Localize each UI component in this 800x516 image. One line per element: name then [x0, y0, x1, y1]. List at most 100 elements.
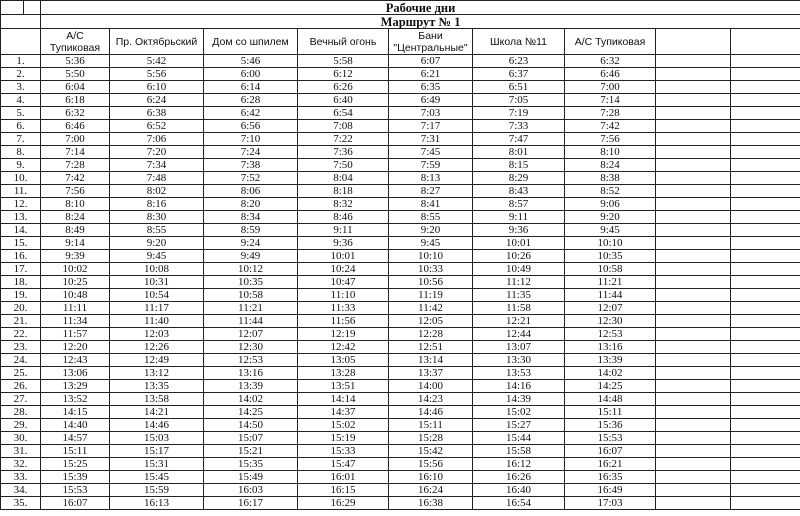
time-cell: 12:53	[564, 327, 656, 341]
time-cell: 9:20	[109, 236, 204, 250]
header-empty	[655, 28, 731, 55]
time-cell: 7:28	[40, 158, 110, 172]
time-cell: 13:35	[109, 379, 204, 393]
row-number: 12.	[0, 197, 41, 211]
time-cell: 13:53	[472, 366, 565, 380]
time-cell: 12:42	[297, 340, 389, 354]
empty-cell	[729, 379, 800, 393]
empty-cell	[729, 67, 800, 81]
table-row: 27. 13:52 13:58 14:02 14:14 14:23 14:39 14:48	[0, 392, 800, 406]
empty-cell	[729, 171, 800, 185]
time-cell: 7:38	[203, 158, 298, 172]
table-row: 15. 9:14 9:20 9:24 9:36 9:45 10:01 10:10	[0, 236, 800, 250]
time-cell: 10:33	[388, 262, 473, 276]
time-cell: 10:58	[203, 288, 298, 302]
time-cell: 10:35	[203, 275, 298, 289]
time-cell: 7:33	[472, 119, 565, 133]
empty-cell	[655, 340, 731, 354]
header-stop: Пр. Октябрьский	[109, 28, 204, 55]
time-cell: 15:17	[109, 444, 204, 458]
row-number: 21.	[0, 314, 41, 328]
time-cell: 15:53	[40, 483, 110, 497]
time-cell: 6:14	[203, 80, 298, 94]
empty-cell	[729, 353, 800, 367]
time-cell: 14:00	[388, 379, 473, 393]
empty-cell	[655, 197, 731, 211]
empty-cell	[729, 301, 800, 315]
header-row: А/С Тупиковая Пр. Октябрьский Дом со шпи…	[0, 28, 800, 55]
table-row: 6. 6:46 6:52 6:56 7:08 7:17 7:33 7:42	[0, 119, 800, 133]
empty-cell	[655, 106, 731, 120]
time-cell: 14:15	[40, 405, 110, 419]
time-cell: 8:55	[109, 223, 204, 237]
empty-cell	[655, 288, 731, 302]
table-row: 28. 14:15 14:21 14:25 14:37 14:46 15:02 15:11	[0, 405, 800, 419]
time-cell: 10:01	[472, 236, 565, 250]
corner-cell	[0, 0, 24, 15]
time-cell: 15:36	[564, 418, 656, 432]
empty-cell	[655, 301, 731, 315]
time-cell: 8:06	[203, 184, 298, 198]
table-row: 17. 10:02 10:08 10:12 10:24 10:33 10:49 10:58	[0, 262, 800, 276]
time-cell: 10:49	[472, 262, 565, 276]
empty-cell	[655, 158, 731, 172]
empty-cell	[729, 418, 800, 432]
time-cell: 7:52	[203, 171, 298, 185]
time-cell: 8:01	[472, 145, 565, 159]
time-cell: 8:13	[388, 171, 473, 185]
row-number: 32.	[0, 457, 41, 471]
row-number: 10.	[0, 171, 41, 185]
time-cell: 15:25	[40, 457, 110, 471]
time-cell: 14:46	[388, 405, 473, 419]
row-number: 25.	[0, 366, 41, 380]
empty-cell	[655, 392, 731, 406]
time-cell: 7:31	[388, 132, 473, 146]
time-cell: 8:04	[297, 171, 389, 185]
time-cell: 6:37	[472, 67, 565, 81]
empty-cell	[655, 353, 731, 367]
time-cell: 12:28	[388, 327, 473, 341]
time-cell: 11:44	[564, 288, 656, 302]
empty-cell	[655, 379, 731, 393]
time-cell: 13:16	[203, 366, 298, 380]
time-cell: 8:52	[564, 184, 656, 198]
time-cell: 12:05	[388, 314, 473, 328]
time-cell: 15:03	[109, 431, 204, 445]
time-cell: 14:25	[203, 405, 298, 419]
time-cell: 13:30	[472, 353, 565, 367]
time-cell: 9:45	[564, 223, 656, 237]
time-cell: 12:20	[40, 340, 110, 354]
row-number: 22.	[0, 327, 41, 341]
empty-cell	[729, 197, 800, 211]
time-cell: 15:27	[472, 418, 565, 432]
empty-cell	[655, 405, 731, 419]
table-row: 13. 8:24 8:30 8:34 8:46 8:55 9:11 9:20	[0, 210, 800, 224]
table-row: 14. 8:49 8:55 8:59 9:11 9:20 9:36 9:45	[0, 223, 800, 237]
time-cell: 9:36	[297, 236, 389, 250]
time-cell: 15:58	[472, 444, 565, 458]
time-cell: 12:07	[203, 327, 298, 341]
time-cell: 9:45	[109, 249, 204, 263]
time-cell: 13:52	[40, 392, 110, 406]
time-cell: 6:21	[388, 67, 473, 81]
time-cell: 8:16	[109, 197, 204, 211]
time-cell: 13:12	[109, 366, 204, 380]
time-cell: 9:06	[564, 197, 656, 211]
empty-cell	[655, 262, 731, 276]
empty-cell	[655, 210, 731, 224]
empty-cell	[729, 431, 800, 445]
time-cell: 16:07	[40, 496, 110, 510]
empty-cell	[655, 236, 731, 250]
time-cell: 12:03	[109, 327, 204, 341]
time-cell: 12:30	[203, 340, 298, 354]
time-cell: 11:44	[203, 314, 298, 328]
time-cell: 10:54	[109, 288, 204, 302]
empty-cell	[729, 262, 800, 276]
time-cell: 6:35	[388, 80, 473, 94]
time-cell: 13:06	[40, 366, 110, 380]
time-cell: 7:45	[388, 145, 473, 159]
time-cell: 11:40	[109, 314, 204, 328]
header-number	[0, 28, 41, 55]
time-cell: 7:14	[40, 145, 110, 159]
time-cell: 5:36	[40, 54, 110, 68]
